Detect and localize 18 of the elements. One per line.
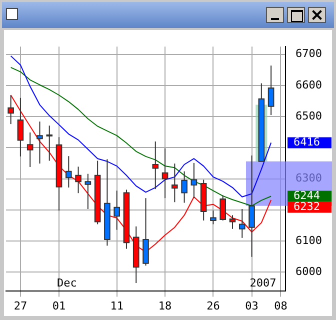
annotation: Dec	[57, 276, 77, 290]
text: 6232	[294, 200, 320, 214]
x-tick-label: 08	[274, 299, 288, 312]
text: 6244	[294, 189, 320, 202]
x-tick-label: 27	[14, 299, 28, 312]
y-tick-label: 6000	[296, 264, 322, 278]
y-tick-label: 6700	[296, 47, 322, 60]
annotation: 2007	[250, 276, 276, 290]
y-tick-label: 6100	[296, 234, 322, 247]
x-tick-label: 03	[245, 299, 258, 312]
x-tick-label: 18	[158, 299, 172, 312]
text: 6416	[294, 136, 320, 149]
y-tick-label: 6500	[296, 109, 322, 122]
x-tick-label: 01	[52, 299, 66, 312]
x-tick-label: 26	[206, 299, 220, 312]
y-tick-label: 6600	[296, 78, 322, 92]
x-tick-label: 11	[110, 299, 124, 312]
y-tick-label: 6300	[296, 172, 322, 185]
